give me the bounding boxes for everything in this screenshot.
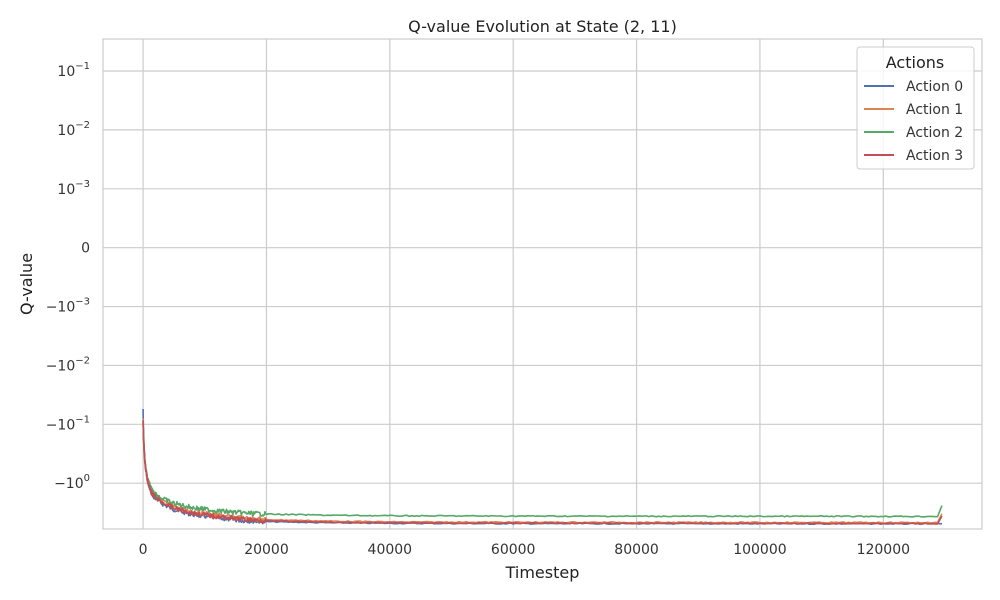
y-tick-label-1: 10−2 [57, 120, 90, 139]
series-line-action-2 [142, 422, 943, 518]
legend-title: Actions [886, 53, 944, 72]
legend-items: Action 0 Action 1 Action 2 Action 3 [864, 79, 963, 164]
legend-label-3: Action 3 [906, 148, 963, 164]
x-tick-label-6: 120000 [857, 542, 910, 558]
series-line-action-3 [142, 420, 943, 525]
y-tick-label-4: −10−3 [46, 297, 90, 316]
y-tick-label-3: 0 [81, 241, 90, 257]
x-tick-label-0: 0 [139, 542, 148, 558]
x-tick-label-3: 60000 [491, 542, 536, 558]
series-layer [142, 408, 943, 526]
x-tick-label-2: 40000 [368, 542, 413, 558]
y-tick-label-2: 10−3 [57, 179, 90, 198]
legend-box [856, 46, 975, 170]
y-tick-labels: 10−1 10−2 10−3 0 −10−3 −10−2 −10−1 −100 [46, 61, 90, 492]
legend-label-1: Action 1 [906, 102, 963, 118]
y-tick-label-5: −10−2 [46, 355, 90, 374]
plot-area [102, 38, 983, 530]
x-axis-label: Timestep [505, 563, 580, 582]
x-tick-label-4: 80000 [614, 542, 659, 558]
y-axis-label: Q-value [17, 253, 36, 315]
y-tick-label-0: 10−1 [57, 61, 90, 80]
x-tick-label-1: 20000 [244, 542, 289, 558]
legend: Actions Action 0 Action 1 Action 2 Action 3 [856, 46, 975, 170]
chart-title: Q-value Evolution at State (2, 11) [408, 17, 677, 36]
legend-label-2: Action 2 [906, 125, 963, 141]
grid [103, 39, 982, 529]
y-tick-label-6: −10−1 [46, 414, 90, 433]
x-tick-labels: 0 20000 40000 60000 80000 100000 120000 [139, 542, 910, 558]
y-tick-label-7: −100 [54, 473, 90, 492]
legend-label-0: Action 0 [906, 79, 963, 95]
x-tick-label-5: 100000 [733, 542, 786, 558]
